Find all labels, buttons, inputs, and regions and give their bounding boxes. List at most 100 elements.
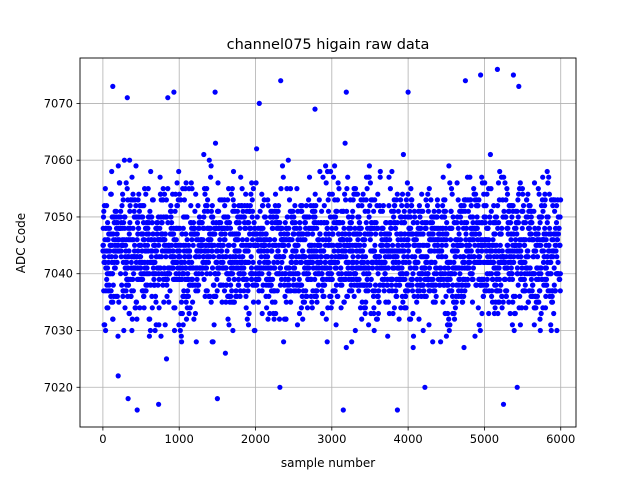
- data-point: [555, 231, 562, 237]
- data-point: [179, 310, 185, 317]
- data-point: [133, 305, 139, 311]
- outlier-point: [494, 66, 500, 72]
- data-point: [166, 299, 172, 305]
- data-point: [224, 248, 230, 254]
- data-point: [279, 163, 286, 169]
- data-point: [528, 214, 534, 220]
- data-point: [534, 254, 541, 260]
- data-point: [248, 265, 255, 271]
- data-point: [515, 197, 521, 203]
- data-point: [211, 322, 217, 328]
- data-point: [328, 305, 334, 311]
- data-point: [182, 186, 188, 192]
- data-point: [384, 282, 391, 288]
- data-point: [511, 259, 517, 265]
- data-point: [394, 220, 400, 226]
- data-point: [445, 282, 451, 288]
- data-point: [259, 310, 265, 317]
- data-point: [404, 271, 410, 277]
- data-point: [430, 231, 436, 237]
- data-point: [342, 248, 348, 254]
- data-point: [286, 276, 292, 282]
- data-point: [140, 276, 146, 282]
- data-point: [210, 214, 216, 220]
- data-point: [196, 225, 202, 231]
- data-point: [324, 225, 330, 231]
- data-point: [250, 186, 256, 192]
- data-point: [297, 225, 303, 231]
- data-point: [162, 237, 168, 243]
- data-point: [106, 282, 112, 288]
- data-point: [228, 293, 234, 299]
- data-point: [317, 242, 323, 248]
- data-point: [312, 191, 318, 197]
- data-point: [289, 259, 295, 265]
- data-point: [147, 327, 153, 334]
- data-point: [412, 254, 418, 260]
- data-point: [510, 299, 516, 305]
- data-point: [406, 259, 412, 265]
- data-point: [522, 242, 528, 248]
- data-point: [286, 265, 292, 271]
- data-point: [178, 197, 184, 203]
- data-point: [294, 259, 300, 265]
- data-point: [267, 310, 273, 317]
- data-point: [253, 180, 259, 186]
- data-point: [542, 197, 548, 203]
- data-point: [533, 305, 539, 311]
- data-point: [113, 208, 119, 214]
- data-point: [209, 203, 215, 209]
- data-point: [553, 220, 560, 226]
- data-point: [499, 305, 505, 311]
- data-point: [425, 208, 431, 214]
- data-point: [420, 327, 426, 334]
- data-point: [487, 151, 493, 158]
- data-point: [343, 197, 349, 203]
- data-point: [372, 197, 378, 203]
- data-point: [105, 305, 111, 311]
- data-point: [507, 220, 514, 226]
- data-point: [196, 254, 202, 260]
- data-point: [107, 225, 113, 231]
- data-point: [540, 174, 546, 180]
- data-point: [110, 299, 116, 305]
- data-point: [434, 214, 440, 220]
- data-point: [367, 237, 373, 243]
- data-point: [435, 242, 441, 248]
- data-point: [389, 282, 395, 288]
- data-point: [490, 237, 496, 243]
- data-point: [264, 248, 270, 254]
- data-point: [519, 265, 525, 271]
- data-point: [479, 174, 485, 180]
- data-point: [135, 231, 141, 237]
- data-point: [133, 163, 139, 169]
- data-point: [398, 197, 404, 203]
- data-point: [432, 288, 438, 294]
- data-point: [321, 203, 327, 209]
- data-point: [529, 220, 535, 226]
- data-point: [504, 265, 510, 271]
- data-point: [509, 214, 515, 220]
- data-point: [372, 282, 379, 288]
- data-point: [138, 242, 144, 248]
- data-point: [277, 265, 284, 271]
- data-point: [130, 191, 136, 197]
- data-point: [252, 327, 258, 334]
- data-point: [138, 254, 144, 260]
- data-point: [330, 174, 337, 180]
- data-point: [554, 237, 561, 243]
- data-point: [295, 271, 301, 277]
- data-point: [340, 220, 346, 226]
- data-point: [120, 293, 126, 299]
- data-point: [554, 327, 560, 334]
- data-point: [479, 310, 485, 317]
- data-point: [550, 237, 556, 243]
- y-tick-label: 7020: [44, 380, 73, 394]
- data-point: [525, 299, 532, 305]
- data-point: [442, 214, 448, 220]
- data-point: [429, 220, 436, 226]
- data-point: [325, 254, 331, 260]
- data-point: [443, 242, 449, 248]
- data-point: [185, 293, 191, 299]
- data-point: [477, 327, 483, 334]
